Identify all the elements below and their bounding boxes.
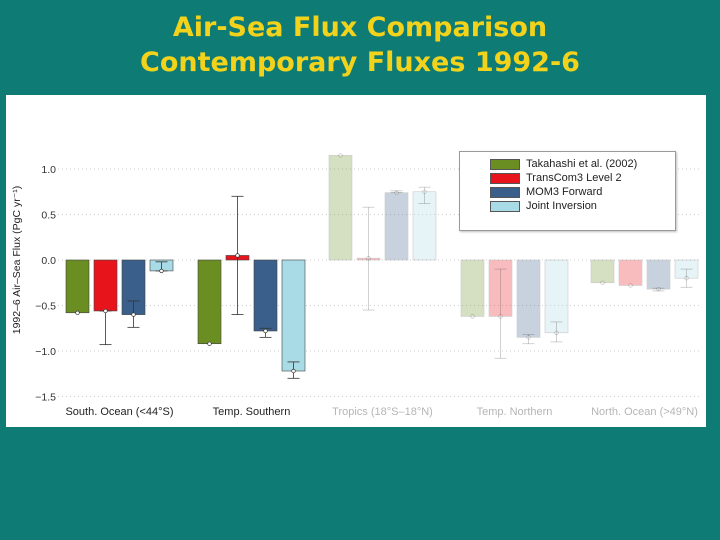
bar xyxy=(328,155,353,261)
legend-label-transcom: TransCom3 Level 2 xyxy=(526,172,622,184)
x-category-label: South. Ocean (<44°S) xyxy=(65,406,173,418)
bar xyxy=(618,259,643,286)
slide-title-line-1: Air-Sea Flux Comparison xyxy=(172,12,548,43)
bar xyxy=(488,259,513,317)
bar xyxy=(646,259,671,290)
y-tick-label: −1.5 xyxy=(35,392,56,404)
bar xyxy=(384,192,409,261)
y-axis-label: 1992–6 Air–Sea Flux (PgC yr⁻¹) xyxy=(11,186,23,335)
data-point xyxy=(103,308,108,314)
y-tick-label: −0.5 xyxy=(35,301,56,313)
y-tick-label: 0.5 xyxy=(41,210,56,222)
legend-item-joint: Joint Inversion xyxy=(490,199,597,213)
data-point xyxy=(684,276,689,281)
legend-item-mom3: MOM3 Forward xyxy=(490,185,602,199)
data-point xyxy=(263,328,268,334)
data-point xyxy=(628,283,633,288)
data-point xyxy=(291,368,296,374)
legend-item-transcom: TransCom3 Level 2 xyxy=(490,171,622,185)
legend-swatch-joint xyxy=(490,200,520,212)
bar xyxy=(253,259,278,332)
chart-panel: 1.0 0.5 0.0 −0.5 −1.0 −1.5 1992–6 Air–Sea Flux… xyxy=(6,95,706,427)
x-category-label: North. Ocean (>49°N) xyxy=(591,406,698,418)
x-category-label: Temp. Southern xyxy=(213,406,291,418)
bar xyxy=(356,257,381,261)
y-tick-label: 1.0 xyxy=(41,164,56,176)
slide-title-line-2: Contemporary Fluxes 1992-6 xyxy=(140,47,580,78)
bar xyxy=(281,259,306,372)
legend-label-mom3: MOM3 Forward xyxy=(526,186,603,198)
legend-item-takahashi: Takahashi et al. (2002) xyxy=(490,157,637,171)
legend-label-joint: Joint Inversion xyxy=(526,200,597,212)
data-point xyxy=(526,335,531,340)
bar xyxy=(460,259,485,317)
data-point xyxy=(131,312,136,317)
legend-swatch-transcom xyxy=(490,172,520,184)
data-point xyxy=(656,286,661,292)
bar xyxy=(93,259,118,312)
data-point xyxy=(422,189,427,194)
data-point xyxy=(235,253,240,258)
data-point xyxy=(159,268,164,274)
data-point xyxy=(394,190,399,195)
slide-title: Air-Sea Flux Comparison Contemporary Flu… xyxy=(0,10,720,80)
y-tick-label: −1.0 xyxy=(35,346,56,358)
data-point xyxy=(554,330,559,335)
bar-chart: 1.0 0.5 0.0 −0.5 −1.0 −1.5 1992–6 Air–Sea Flux… xyxy=(11,153,702,418)
bar xyxy=(65,259,90,314)
bar xyxy=(590,259,615,284)
data-point xyxy=(498,314,503,319)
bar xyxy=(516,259,541,338)
y-tick-label: 0.0 xyxy=(41,255,56,267)
chart-legend: Takahashi et al. (2002) TransCom3 Level … xyxy=(459,151,676,231)
x-category-label: Tropics (18°S–18°N) xyxy=(332,406,433,418)
bar xyxy=(412,191,437,261)
data-point xyxy=(338,153,343,158)
data-point xyxy=(207,341,212,346)
legend-swatch-takahashi xyxy=(490,158,520,170)
x-category-label: Temp. Northern xyxy=(477,406,553,418)
legend-label-takahashi: Takahashi et al. (2002) xyxy=(526,158,638,170)
bar xyxy=(197,259,222,345)
data-point xyxy=(470,314,475,319)
data-point xyxy=(600,280,605,285)
data-point xyxy=(75,310,80,315)
bar xyxy=(544,259,569,334)
bar xyxy=(674,259,699,279)
data-point xyxy=(366,256,371,261)
legend-swatch-mom3 xyxy=(490,186,520,198)
